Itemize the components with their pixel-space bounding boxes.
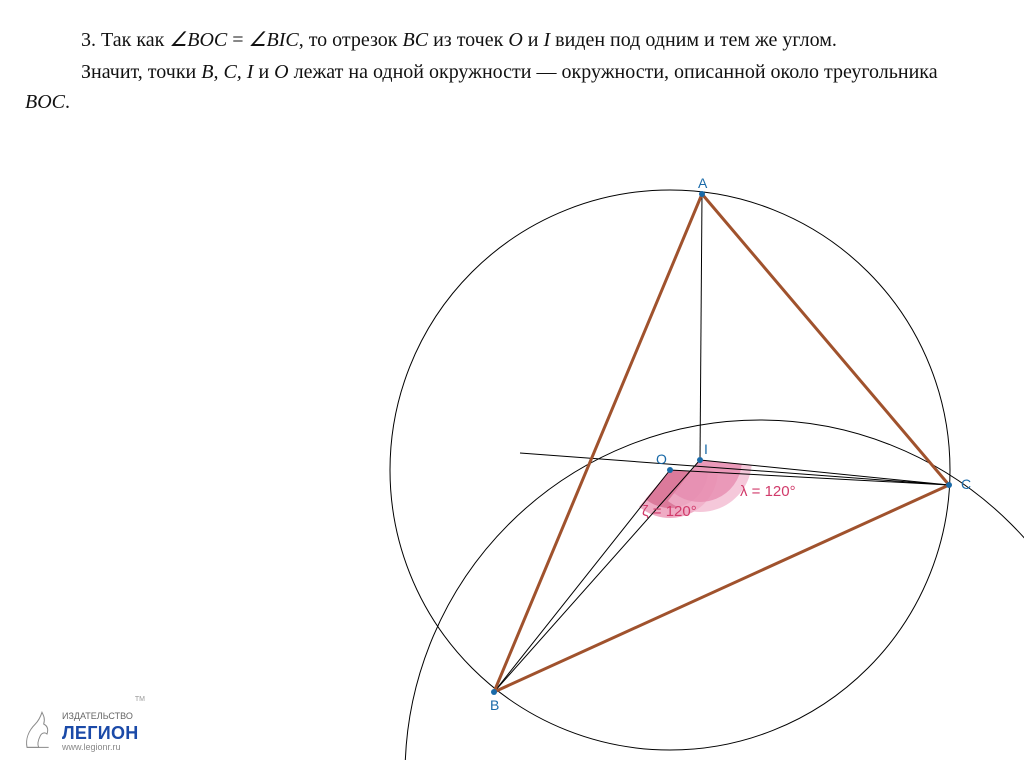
svg-text:C: C	[961, 476, 971, 492]
logo-publisher: ИЗДАТЕЛЬСТВО	[62, 711, 133, 721]
txt: , то отрезок	[299, 29, 403, 51]
horse-icon	[20, 709, 54, 749]
math: O	[508, 29, 522, 51]
logo-url: www.legionr.ru	[62, 743, 147, 752]
math: B, C, I	[201, 61, 253, 83]
page: 3. Так как ∠BOC = ∠BIC, то отрезок BC из…	[0, 0, 1024, 767]
logo-text: ИЗДАТЕЛЬСТВО TM ЛЕГИОН www.legionr.ru	[62, 707, 147, 752]
math: BOC	[25, 91, 65, 113]
txt: и	[523, 29, 544, 51]
svg-text:A: A	[698, 175, 708, 191]
publisher-logo: ИЗДАТЕЛЬСТВО TM ЛЕГИОН www.legionr.ru	[20, 707, 147, 752]
txt: виден под одним и тем же углом.	[550, 29, 837, 51]
paragraph-1: 3. Так как ∠BOC = ∠BIC, то отрезок BC из…	[25, 25, 965, 55]
txt: и	[253, 61, 274, 83]
txt: 3. Так как	[81, 29, 169, 51]
txt: из точек	[428, 29, 508, 51]
text-block: 3. Так как ∠BOC = ∠BIC, то отрезок BC из…	[25, 25, 965, 119]
svg-text:B: B	[490, 697, 499, 713]
txt: =	[227, 29, 248, 51]
svg-text:I: I	[704, 441, 708, 457]
paragraph-2: Значит, точки B, C, I и O лежат на одной…	[25, 57, 965, 117]
math: BC	[403, 29, 429, 51]
txt: лежат на одной окружности — окружности, …	[289, 61, 938, 83]
math: ∠BOC	[169, 29, 227, 51]
txt: Значит, точки	[81, 61, 201, 83]
svg-text:ζ = 120°: ζ = 120°	[642, 503, 697, 520]
svg-text:O: O	[656, 451, 667, 467]
math: ∠BIC	[249, 29, 299, 51]
txt: .	[65, 91, 70, 113]
geometry-diagram: ζ = 120° λ = 120° A B C O I	[310, 175, 1024, 760]
math: O	[274, 61, 288, 83]
diagram-svg: ζ = 120° λ = 120° A B C O I	[310, 175, 1024, 760]
logo-tm: TM	[135, 696, 145, 703]
svg-text:λ = 120°: λ = 120°	[740, 483, 796, 500]
logo-brand: ЛЕГИОН	[62, 724, 147, 743]
